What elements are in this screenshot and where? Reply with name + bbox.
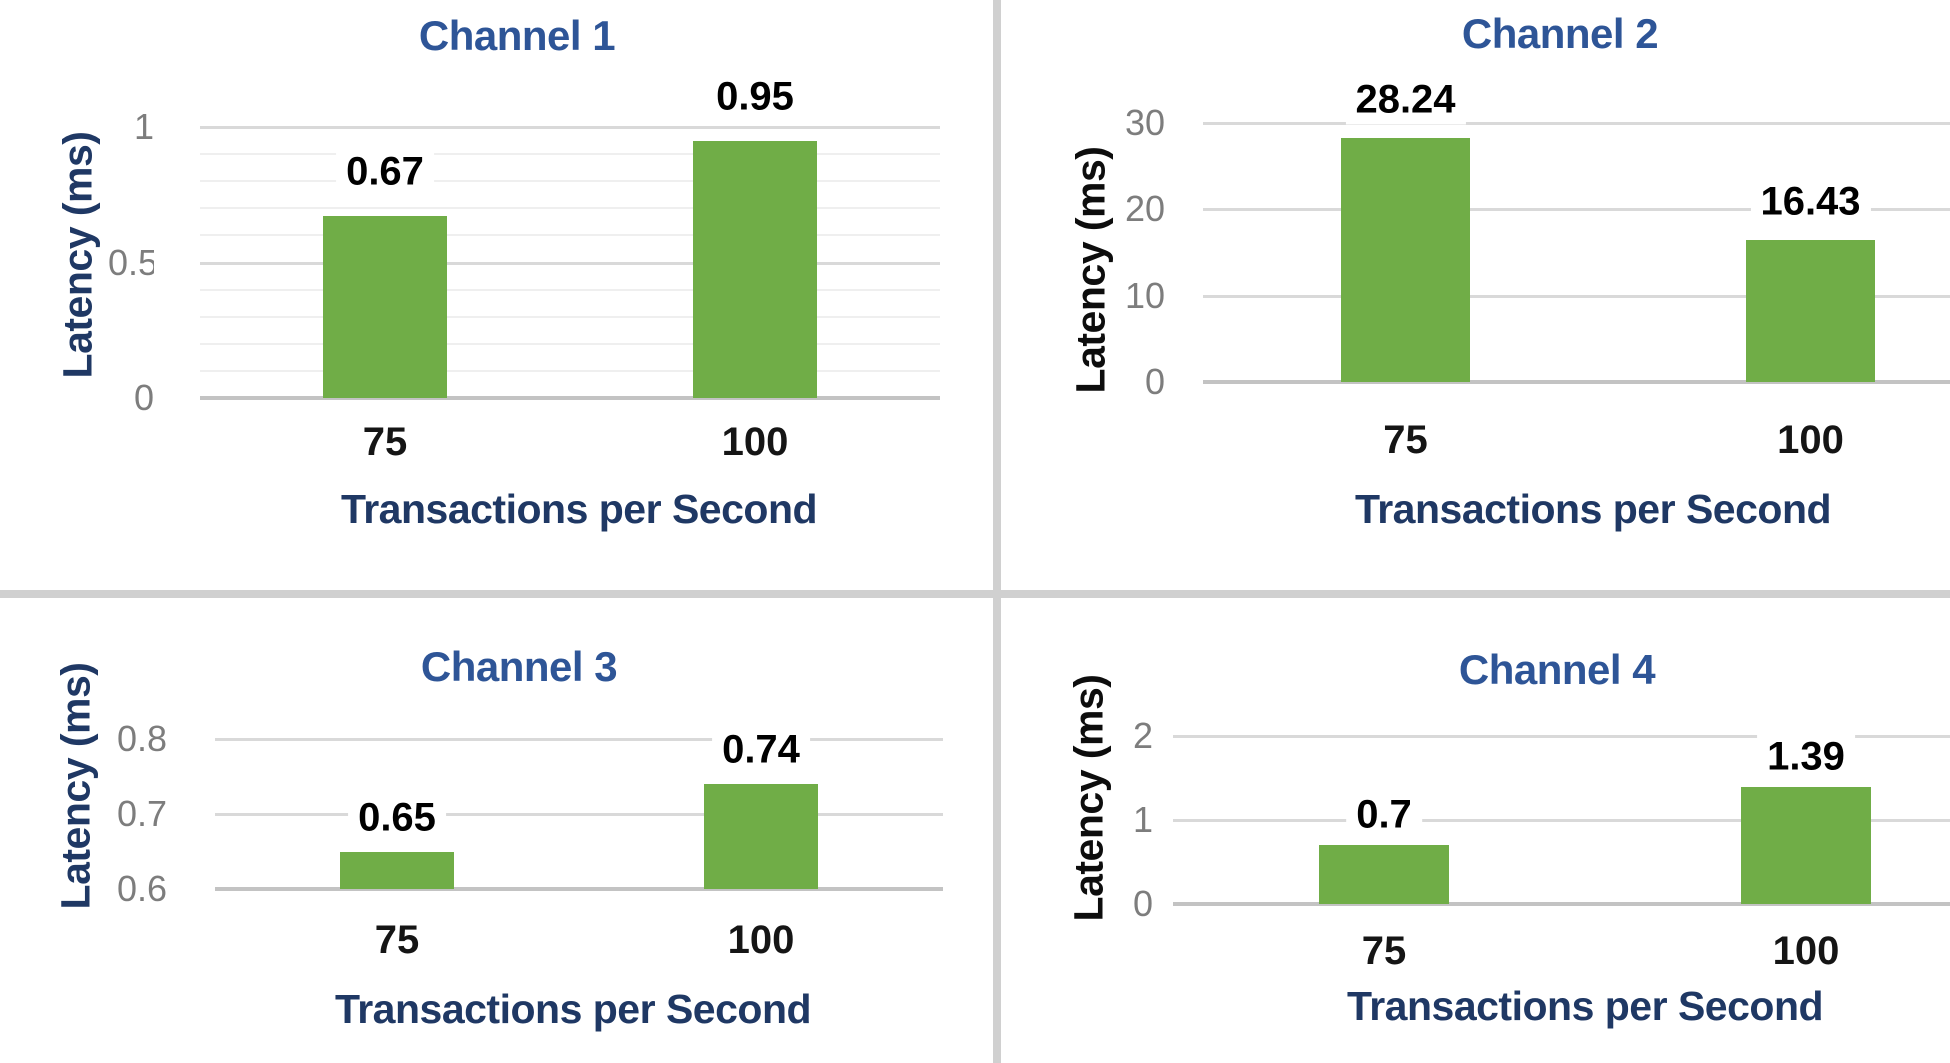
- x-tick-label: 100: [1772, 929, 1840, 973]
- gridline: [1203, 208, 1950, 211]
- gridline: [200, 126, 940, 129]
- chart-title: Channel 4: [1458, 646, 1656, 693]
- y-tick-label: 2: [1132, 715, 1153, 756]
- gridline: [200, 207, 940, 209]
- bar-75-tps: [323, 216, 447, 398]
- x-tick-label: 75: [374, 918, 420, 962]
- y-tick-label: 0: [1132, 883, 1153, 924]
- y-tick-label: 1: [1132, 799, 1153, 840]
- y-axis-title: Latency (ms): [1065, 674, 1112, 922]
- x-axis-title: Transactions per Second: [1354, 486, 1832, 532]
- gridline: [200, 153, 940, 155]
- x-axis-line: [215, 887, 943, 891]
- chart-channel-1: 1 0.5 0 75 0.67 100 0.95 Channel 1 Latency (ms…: [0, 0, 993, 590]
- y-axis-title: Latency (ms): [52, 662, 99, 910]
- gridline: [200, 289, 940, 291]
- gridline: [1173, 819, 1950, 822]
- y-axis-title: Latency (ms): [1067, 146, 1114, 394]
- x-tick-label: 75: [362, 420, 408, 464]
- gridline: [200, 316, 940, 318]
- gridline: [200, 262, 940, 265]
- x-axis-title: Transactions per Second: [340, 486, 818, 532]
- y-tick-label: 0: [1144, 361, 1165, 402]
- chart-channel-3: 0.8 0.7 0.6 75 0.65 100 0.74 Channel 3 Latency…: [0, 598, 993, 1063]
- bar-100-tps: [704, 784, 818, 889]
- bar-value-label: 0.65: [348, 793, 446, 843]
- gridline: [215, 738, 943, 741]
- y-tick-label: 1: [133, 106, 154, 147]
- chart-title: Channel 2: [1461, 10, 1659, 57]
- x-tick-label: 100: [727, 918, 795, 962]
- y-axis-title: Latency (ms): [54, 131, 101, 379]
- y-tick-label: 0: [133, 377, 154, 418]
- gridline: [200, 343, 940, 345]
- bar-value-label: 0.95: [706, 72, 804, 122]
- x-tick-label: 75: [1361, 929, 1407, 973]
- y-tick-label: 10: [1124, 275, 1165, 316]
- bar-75-tps: [340, 852, 454, 889]
- y-tick-label: 0.6: [116, 868, 167, 909]
- y-tick-label: 0.8: [116, 718, 167, 759]
- bar-value-label: 1.39: [1757, 732, 1855, 782]
- x-axis-line: [1203, 380, 1950, 384]
- plot-area: 30 20 10 0 75 28.24 100 16.43: [1001, 0, 1950, 590]
- bar-value-label: 0.74: [712, 725, 810, 775]
- gridline: [1203, 295, 1950, 298]
- gridline: [1173, 735, 1950, 738]
- gridline: [200, 234, 940, 236]
- y-tick-label: 30: [1124, 102, 1165, 143]
- bar-value-label: 0.7: [1346, 790, 1422, 840]
- x-tick-label: 100: [721, 420, 789, 464]
- x-axis-line: [200, 396, 940, 400]
- bar-75-tps: [1319, 845, 1449, 904]
- bar-100-tps: [693, 141, 817, 398]
- chart-channel-4: 2 1 0 75 0.7 100 1.39 Channel 4 Latency (ms) T…: [1001, 598, 1950, 1063]
- bar-75-tps: [1341, 138, 1470, 382]
- gridline: [215, 813, 943, 816]
- bar-100-tps: [1741, 787, 1871, 904]
- gridline: [200, 370, 940, 372]
- chart-channel-2: 30 20 10 0 75 28.24 100 16.43 Channel 2 Latency…: [1001, 0, 1950, 590]
- gridline: [1203, 122, 1950, 125]
- y-tick-label: 0.5: [108, 242, 154, 283]
- chart-title: Channel 3: [420, 643, 618, 690]
- y-tick-label: 0.7: [116, 793, 167, 834]
- x-tick-label: 100: [1777, 418, 1844, 462]
- plot-area: 2 1 0 75 0.7 100 1.39: [1001, 598, 1950, 1063]
- bar-value-label: 16.43: [1750, 177, 1871, 227]
- bar-value-label: 28.24: [1345, 75, 1466, 125]
- gridline: [200, 180, 940, 182]
- plot-area: 0.8 0.7 0.6 75 0.65 100 0.74: [0, 598, 993, 1063]
- x-tick-label: 75: [1383, 418, 1428, 462]
- vertical-panel-divider: [993, 0, 1001, 1063]
- x-axis-title: Transactions per Second: [1346, 983, 1824, 1029]
- chart-title: Channel 1: [418, 12, 616, 59]
- y-tick-label: 20: [1124, 188, 1165, 229]
- bar-value-label: 0.67: [336, 147, 434, 197]
- bar-100-tps: [1746, 240, 1875, 382]
- x-axis-title: Transactions per Second: [334, 986, 812, 1032]
- plot-area: 1 0.5 0 75 0.67 100 0.95: [0, 0, 993, 590]
- horizontal-panel-divider: [0, 590, 1950, 598]
- x-axis-line: [1173, 902, 1950, 906]
